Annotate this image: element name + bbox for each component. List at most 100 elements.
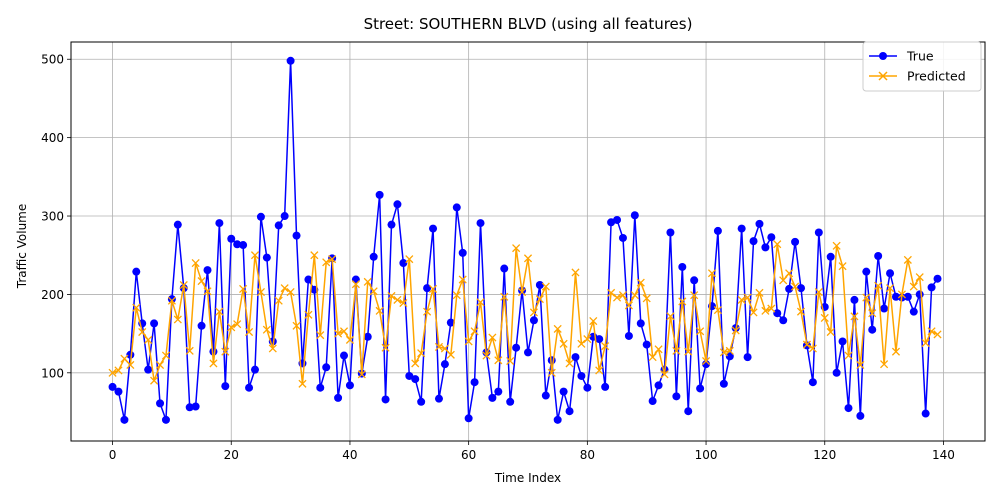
y-tick-label: 500 [41, 53, 64, 67]
data-point-true [886, 269, 895, 278]
data-point-predicted [298, 379, 307, 388]
data-point-true [446, 318, 455, 327]
data-point-true [423, 284, 432, 293]
x-tick-label: 120 [813, 448, 836, 462]
data-point-predicted [618, 291, 628, 300]
data-point-true [387, 220, 396, 229]
data-point-predicted [624, 301, 633, 310]
data-point-predicted [155, 360, 165, 370]
y-tick-label: 200 [41, 288, 64, 302]
data-point-predicted [150, 376, 159, 385]
data-point-true [292, 231, 301, 240]
data-point-predicted [672, 346, 681, 355]
data-point-predicted [553, 324, 562, 333]
data-point-true [862, 267, 871, 276]
data-point-true [927, 283, 936, 292]
data-point-true [203, 266, 212, 275]
data-point-predicted [707, 269, 717, 278]
data-point-true [440, 360, 449, 369]
data-point-true [814, 228, 823, 237]
data-point-predicted [885, 284, 895, 293]
data-point-predicted [488, 333, 497, 342]
data-point-predicted [351, 280, 360, 289]
data-point-predicted [529, 308, 538, 317]
data-point-true [506, 397, 515, 406]
data-point-true [690, 276, 699, 285]
data-point-predicted [215, 307, 224, 316]
data-point-predicted [595, 366, 604, 375]
data-point-predicted [167, 296, 176, 305]
data-point-true [874, 252, 883, 260]
data-point-true [779, 316, 788, 325]
data-point-true [191, 402, 200, 411]
x-tick-label: 140 [932, 448, 955, 462]
data-point-true [393, 200, 402, 209]
data-point-predicted [423, 307, 432, 316]
data-point-predicted [743, 293, 752, 302]
data-point-predicted [814, 288, 823, 297]
data-point-true [108, 382, 117, 391]
data-point-predicted [233, 320, 242, 329]
data-point-true [755, 219, 764, 228]
data-point-true [221, 382, 230, 391]
x-tick-label: 0 [109, 448, 117, 462]
x-axis-label: Time Index [494, 471, 561, 485]
data-point-true [417, 397, 426, 406]
data-point-true [304, 275, 313, 284]
data-point-predicted [191, 259, 200, 268]
data-point-predicted [286, 288, 295, 297]
data-point-true [826, 252, 835, 261]
data-point-true [785, 284, 794, 293]
data-point-true [696, 384, 705, 393]
data-point-true [476, 219, 485, 228]
data-point-predicted [482, 351, 491, 360]
data-point-predicted [630, 291, 639, 300]
data-point-predicted [856, 360, 865, 370]
data-point-predicted [719, 348, 728, 357]
data-point-true [470, 378, 479, 387]
data-point-predicted [749, 308, 758, 317]
data-point-predicted [512, 244, 521, 253]
data-point-predicted [577, 339, 586, 348]
data-point-predicted [280, 284, 289, 293]
data-point-predicted [690, 291, 699, 300]
y-tick-label: 100 [41, 366, 64, 380]
data-point-predicted [523, 254, 533, 263]
data-point-predicted [648, 353, 657, 362]
data-point-predicted [185, 346, 194, 355]
series-predicted [108, 240, 942, 388]
data-point-predicted [250, 251, 260, 260]
chart-title: Street: SOUTHERN BLVD (using all feature… [364, 15, 693, 33]
data-point-predicted [660, 370, 669, 379]
data-point-true [535, 281, 544, 290]
data-point-true [773, 309, 782, 318]
data-point-predicted [773, 240, 782, 249]
data-point-predicted [452, 291, 461, 300]
data-point-true [583, 383, 592, 392]
data-point-predicted [791, 282, 800, 291]
data-point-true [642, 340, 651, 349]
data-point-predicted [654, 345, 663, 354]
data-point-predicted [559, 339, 568, 348]
data-point-predicted [375, 306, 384, 315]
data-point-predicted [874, 281, 883, 290]
data-point-predicted [339, 327, 349, 336]
data-point-predicted [126, 360, 135, 370]
data-point-true [494, 387, 503, 396]
series-line-predicted [112, 243, 938, 385]
data-point-true [381, 395, 390, 404]
data-point-true [903, 292, 912, 301]
data-point-predicted [161, 351, 171, 360]
data-point-predicted [203, 287, 212, 296]
data-point-predicted [779, 276, 788, 285]
data-point-predicted [108, 368, 117, 377]
plot-series [108, 56, 942, 424]
data-point-predicted [820, 313, 829, 322]
data-point-predicted [268, 344, 277, 353]
data-point-predicted [292, 321, 301, 330]
data-point-predicted [179, 280, 188, 290]
data-point-predicted [571, 268, 580, 277]
data-point-true [749, 237, 758, 246]
data-point-predicted [808, 344, 817, 353]
